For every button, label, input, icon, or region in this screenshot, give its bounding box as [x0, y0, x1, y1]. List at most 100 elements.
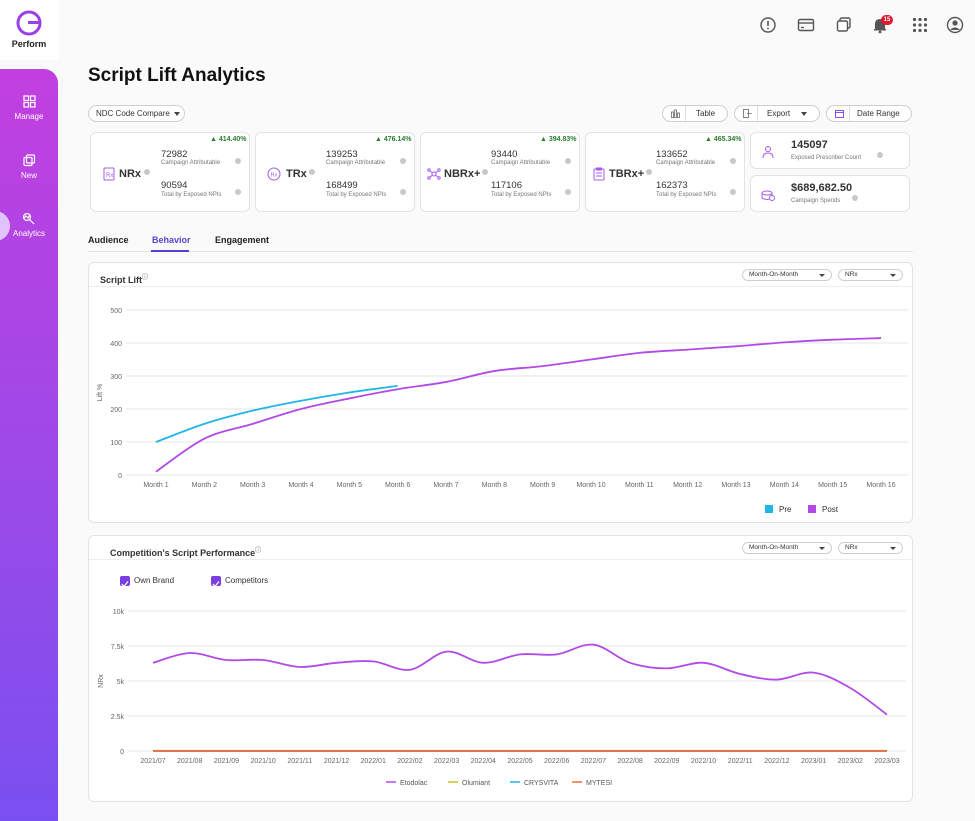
info-icon[interactable]: [235, 158, 241, 164]
sidebar-item-analytics[interactable]: Analytics: [0, 212, 58, 238]
apps-icon[interactable]: [911, 16, 929, 34]
x-tick-label: 2022/09: [654, 758, 679, 765]
series-line-post: [155, 337, 882, 473]
kpi-attr-value: 133652: [656, 149, 688, 160]
competitors-checkbox[interactable]: [211, 576, 221, 588]
prescriber-count-card: 145097 Exposed Prescriber Count: [750, 132, 910, 169]
tab-engagement[interactable]: Engagement: [215, 235, 270, 245]
export-button-label: Export: [767, 109, 791, 118]
svg-text:Rx: Rx: [271, 173, 278, 179]
x-tick-label: 2021/07: [140, 758, 165, 765]
sidebar-item-new[interactable]: New: [0, 154, 58, 180]
kpi-card-nbrx: NBRx+ ▲ 394.83% 93440 Campaign Attributa…: [420, 132, 580, 212]
x-tick-label: 2021/09: [214, 758, 239, 765]
kpi-name: NRx: [119, 168, 142, 180]
info-icon[interactable]: [646, 169, 652, 175]
alert-icon[interactable]: [759, 16, 777, 34]
competition-period-select[interactable]: Month-On-Month: [742, 542, 832, 554]
competition-metric-select[interactable]: NRx: [838, 542, 903, 554]
info-icon[interactable]: [565, 158, 571, 164]
kpi-change: ▲ 465.34%: [705, 136, 742, 143]
prescriber-count-label: Exposed Prescriber Count: [791, 155, 862, 161]
x-tick-label: Month 10: [576, 482, 605, 489]
x-tick-label: 2022/05: [507, 758, 532, 765]
campaign-spend-card: $689,682.50 Campaign Spends: [750, 175, 910, 212]
y-tick-label: 10k: [113, 609, 125, 616]
clipboard-icon: [593, 167, 605, 181]
info-icon[interactable]: [877, 152, 883, 158]
legend-label: Post: [822, 505, 839, 514]
tab-behavior[interactable]: Behavior: [152, 235, 191, 245]
tab-audience[interactable]: Audience: [88, 235, 129, 245]
kpi-name: TBRx+: [609, 168, 645, 180]
x-tick-label: Month 16: [866, 482, 895, 489]
x-tick-label: Month 13: [721, 482, 750, 489]
info-icon[interactable]: [235, 189, 241, 195]
chevron-down-icon: [819, 547, 825, 550]
own-brand-label: Own Brand: [134, 576, 175, 585]
prescription-icon: Rx: [103, 167, 115, 181]
info-icon[interactable]: [400, 158, 406, 164]
kpi-total-label: Total by Exposed NPIs: [326, 192, 387, 198]
sidebar-item-manage[interactable]: Manage: [0, 95, 58, 121]
y-axis-label: NRx: [98, 674, 105, 688]
page-title: Script Lift Analytics: [88, 65, 266, 86]
info-icon[interactable]: [482, 169, 488, 175]
chevron-down-icon: [173, 111, 180, 116]
tabs-divider: [88, 251, 913, 252]
legend-swatch: [765, 505, 773, 513]
series-line-pre: [155, 385, 398, 443]
x-tick-label: Month 5: [337, 482, 362, 489]
y-tick-label: 400: [110, 341, 122, 348]
y-tick-label: 0: [118, 473, 122, 480]
copy-icon[interactable]: [835, 16, 853, 34]
ndc-compare-select[interactable]: NDC Code Compare: [88, 105, 185, 122]
info-icon[interactable]: [144, 169, 150, 175]
series-line-etodolac: [152, 643, 888, 716]
legend-label: Pre: [779, 505, 792, 514]
date-range-button[interactable]: Date Range: [826, 105, 912, 122]
kpi-change: ▲ 414.40%: [210, 136, 247, 143]
info-icon[interactable]: [309, 169, 315, 175]
x-tick-label: Month 6: [385, 482, 410, 489]
y-tick-label: 500: [110, 308, 122, 315]
info-icon[interactable]: [565, 189, 571, 195]
info-icon[interactable]: [730, 189, 736, 195]
kpi-change: ▲ 476.14%: [375, 136, 412, 143]
info-icon[interactable]: [730, 158, 736, 164]
x-tick-label: Month 12: [673, 482, 702, 489]
card-icon[interactable]: [797, 16, 815, 34]
user-icon[interactable]: [946, 16, 964, 34]
brand-name: Perform: [11, 39, 47, 49]
info-icon[interactable]: [852, 195, 858, 201]
molecule-icon: [427, 168, 441, 180]
table-button-label: Table: [696, 109, 716, 118]
competition-chart: 0 2.5k 5k 7.5k 10k 2021/07 2021/08 2021/09 2021/…: [98, 609, 906, 787]
rx-icon: Rx: [267, 167, 281, 181]
export-button[interactable]: Export: [734, 105, 820, 122]
x-tick-label: Month 7: [433, 482, 458, 489]
x-tick-label: 2022/07: [581, 758, 606, 765]
script-lift-panel: Script Liftⓘ Month-On-Month NRx: [88, 262, 913, 523]
ndc-compare-select-value: NDC Code Compare: [96, 109, 170, 118]
x-tick-label: 2022/03: [434, 758, 459, 765]
x-tick-label: 2022/01: [361, 758, 386, 765]
chevron-down-icon: [801, 112, 807, 116]
legend-label: MYTESI: [586, 780, 612, 787]
x-tick-label: Month 4: [288, 482, 313, 489]
script-lift-period-select[interactable]: Month-On-Month: [742, 269, 832, 281]
x-tick-label: Month 11: [625, 482, 654, 489]
kpi-attr-value: 72982: [161, 149, 188, 160]
x-tick-label: 2022/04: [471, 758, 496, 765]
script-lift-metric-select[interactable]: NRx: [838, 269, 903, 281]
kpi-attr-label: Campaign Attributable: [656, 160, 716, 166]
y-tick-label: 300: [110, 374, 122, 381]
legend-label: Etodolac: [400, 780, 428, 787]
own-brand-checkbox[interactable]: [120, 576, 130, 588]
kpi-card-trx: Rx TRx ▲ 476.14% 139253 Campaign Attribu…: [255, 132, 415, 212]
table-button[interactable]: Table: [662, 105, 728, 122]
info-icon[interactable]: [400, 189, 406, 195]
x-tick-label: 2022/08: [617, 758, 642, 765]
chevron-down-icon: [890, 274, 896, 277]
kpi-card-nrx: Rx NRx ▲ 414.40% 72982 Campaign Attribut…: [90, 132, 250, 212]
